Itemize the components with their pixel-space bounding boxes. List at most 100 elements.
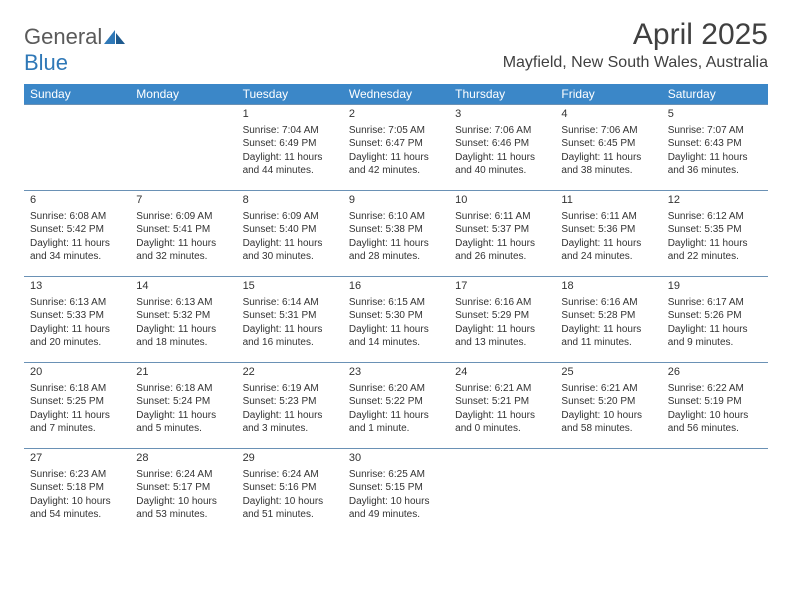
logo-text-a: General: [24, 24, 102, 49]
daylight-text: Daylight: 11 hours and 22 minutes.: [668, 237, 762, 264]
sunrise-text: Sunrise: 6:15 AM: [349, 296, 443, 310]
day-number: 12: [668, 193, 762, 208]
sunrise-text: Sunrise: 6:24 AM: [243, 468, 337, 482]
calendar-cell: 15Sunrise: 6:14 AMSunset: 5:31 PMDayligh…: [237, 276, 343, 362]
header-row: GeneralBlue April 2025 Mayfield, New Sou…: [24, 18, 768, 76]
logo: GeneralBlue: [24, 24, 126, 76]
sunrise-text: Sunrise: 7:06 AM: [561, 124, 655, 138]
sunrise-text: Sunrise: 6:09 AM: [243, 210, 337, 224]
sunset-text: Sunset: 5:15 PM: [349, 481, 443, 495]
sunset-text: Sunset: 5:38 PM: [349, 223, 443, 237]
calendar-cell: [24, 104, 130, 190]
sunrise-text: Sunrise: 7:04 AM: [243, 124, 337, 138]
logo-text-b: Blue: [24, 50, 68, 75]
day-number: 4: [561, 107, 655, 122]
calendar-cell: 22Sunrise: 6:19 AMSunset: 5:23 PMDayligh…: [237, 362, 343, 448]
calendar-cell: 10Sunrise: 6:11 AMSunset: 5:37 PMDayligh…: [449, 190, 555, 276]
sunrise-text: Sunrise: 6:17 AM: [668, 296, 762, 310]
sunset-text: Sunset: 5:21 PM: [455, 395, 549, 409]
sunset-text: Sunset: 6:47 PM: [349, 137, 443, 151]
sunset-text: Sunset: 5:41 PM: [136, 223, 230, 237]
calendar-cell: 6Sunrise: 6:08 AMSunset: 5:42 PMDaylight…: [24, 190, 130, 276]
sunset-text: Sunset: 5:18 PM: [30, 481, 124, 495]
weekday-label: Tuesday: [237, 84, 343, 104]
daylight-text: Daylight: 10 hours and 49 minutes.: [349, 495, 443, 522]
calendar-cell: 26Sunrise: 6:22 AMSunset: 5:19 PMDayligh…: [662, 362, 768, 448]
daylight-text: Daylight: 11 hours and 20 minutes.: [30, 323, 124, 350]
month-title: April 2025: [503, 18, 768, 52]
sunset-text: Sunset: 6:43 PM: [668, 137, 762, 151]
daylight-text: Daylight: 11 hours and 42 minutes.: [349, 151, 443, 178]
day-number: 30: [349, 451, 443, 466]
daylight-text: Daylight: 11 hours and 34 minutes.: [30, 237, 124, 264]
daylight-text: Daylight: 11 hours and 7 minutes.: [30, 409, 124, 436]
sunset-text: Sunset: 5:24 PM: [136, 395, 230, 409]
day-number: 15: [243, 279, 337, 294]
sunset-text: Sunset: 5:37 PM: [455, 223, 549, 237]
daylight-text: Daylight: 11 hours and 18 minutes.: [136, 323, 230, 350]
day-number: 29: [243, 451, 337, 466]
day-number: 5: [668, 107, 762, 122]
calendar-cell: 30Sunrise: 6:25 AMSunset: 5:15 PMDayligh…: [343, 448, 449, 534]
sunrise-text: Sunrise: 6:09 AM: [136, 210, 230, 224]
sunrise-text: Sunrise: 6:20 AM: [349, 382, 443, 396]
day-number: 25: [561, 365, 655, 380]
sunrise-text: Sunrise: 6:11 AM: [561, 210, 655, 224]
daylight-text: Daylight: 11 hours and 3 minutes.: [243, 409, 337, 436]
calendar-cell: 11Sunrise: 6:11 AMSunset: 5:36 PMDayligh…: [555, 190, 661, 276]
sunrise-text: Sunrise: 6:18 AM: [30, 382, 124, 396]
day-number: 21: [136, 365, 230, 380]
day-number: 6: [30, 193, 124, 208]
daylight-text: Daylight: 11 hours and 5 minutes.: [136, 409, 230, 436]
sunrise-text: Sunrise: 7:05 AM: [349, 124, 443, 138]
calendar-cell: 28Sunrise: 6:24 AMSunset: 5:17 PMDayligh…: [130, 448, 236, 534]
sunset-text: Sunset: 6:49 PM: [243, 137, 337, 151]
calendar-cell: 4Sunrise: 7:06 AMSunset: 6:45 PMDaylight…: [555, 104, 661, 190]
sunrise-text: Sunrise: 6:08 AM: [30, 210, 124, 224]
calendar-cell: [130, 104, 236, 190]
daylight-text: Daylight: 11 hours and 38 minutes.: [561, 151, 655, 178]
day-number: 24: [455, 365, 549, 380]
daylight-text: Daylight: 11 hours and 9 minutes.: [668, 323, 762, 350]
sunset-text: Sunset: 6:46 PM: [455, 137, 549, 151]
sunrise-text: Sunrise: 6:21 AM: [561, 382, 655, 396]
calendar-cell: 17Sunrise: 6:16 AMSunset: 5:29 PMDayligh…: [449, 276, 555, 362]
calendar-cell: 7Sunrise: 6:09 AMSunset: 5:41 PMDaylight…: [130, 190, 236, 276]
sunset-text: Sunset: 5:16 PM: [243, 481, 337, 495]
daylight-text: Daylight: 11 hours and 36 minutes.: [668, 151, 762, 178]
title-block: April 2025 Mayfield, New South Wales, Au…: [503, 18, 768, 72]
sunrise-text: Sunrise: 6:13 AM: [136, 296, 230, 310]
day-number: 20: [30, 365, 124, 380]
weekday-label: Friday: [555, 84, 661, 104]
daylight-text: Daylight: 11 hours and 30 minutes.: [243, 237, 337, 264]
daylight-text: Daylight: 11 hours and 13 minutes.: [455, 323, 549, 350]
day-number: 22: [243, 365, 337, 380]
location-label: Mayfield, New South Wales, Australia: [503, 54, 768, 72]
calendar-cell: 3Sunrise: 7:06 AMSunset: 6:46 PMDaylight…: [449, 104, 555, 190]
weekday-label: Sunday: [24, 84, 130, 104]
calendar-cell: [449, 448, 555, 534]
sunset-text: Sunset: 5:22 PM: [349, 395, 443, 409]
day-number: 19: [668, 279, 762, 294]
calendar-grid: 1Sunrise: 7:04 AMSunset: 6:49 PMDaylight…: [24, 104, 768, 534]
calendar-cell: 13Sunrise: 6:13 AMSunset: 5:33 PMDayligh…: [24, 276, 130, 362]
daylight-text: Daylight: 11 hours and 32 minutes.: [136, 237, 230, 264]
calendar-cell: 19 Sunrise: 6:17 AMSunset: 5:26 PMDayligh…: [662, 276, 768, 362]
sunset-text: Sunset: 5:33 PM: [30, 309, 124, 323]
calendar-cell: [662, 448, 768, 534]
daylight-text: Daylight: 11 hours and 1 minute.: [349, 409, 443, 436]
sunset-text: Sunset: 5:40 PM: [243, 223, 337, 237]
sunset-text: Sunset: 5:29 PM: [455, 309, 549, 323]
calendar-cell: 18Sunrise: 6:16 AMSunset: 5:28 PMDayligh…: [555, 276, 661, 362]
day-number: 8: [243, 193, 337, 208]
daylight-text: Daylight: 11 hours and 44 minutes.: [243, 151, 337, 178]
day-number: 16: [349, 279, 443, 294]
daylight-text: Daylight: 10 hours and 58 minutes.: [561, 409, 655, 436]
sunrise-text: Sunrise: 6:21 AM: [455, 382, 549, 396]
day-number: 28: [136, 451, 230, 466]
sunset-text: Sunset: 5:26 PM: [668, 309, 762, 323]
daylight-text: Daylight: 11 hours and 11 minutes.: [561, 323, 655, 350]
day-number: 13: [30, 279, 124, 294]
day-number: 14: [136, 279, 230, 294]
daylight-text: Daylight: 10 hours and 53 minutes.: [136, 495, 230, 522]
